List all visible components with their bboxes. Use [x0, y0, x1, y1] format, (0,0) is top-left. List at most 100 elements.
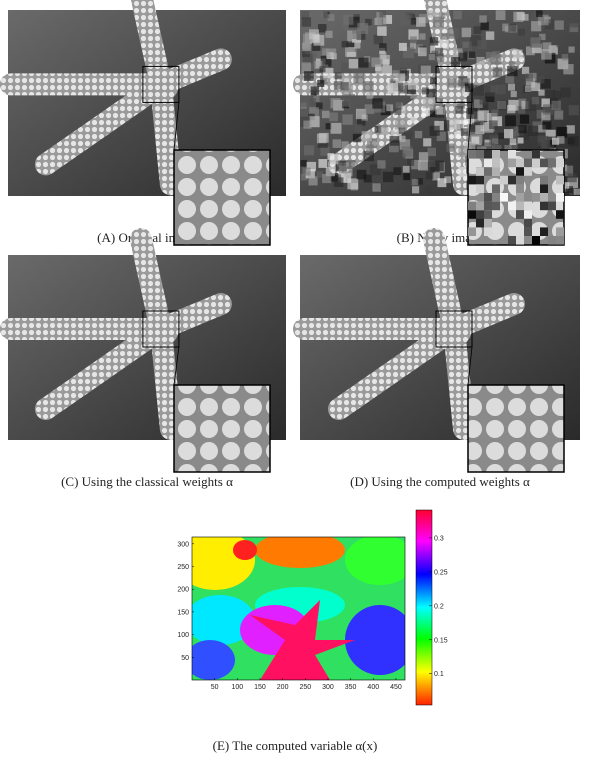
noise [484, 218, 492, 228]
x-tick-label: 250 [299, 684, 311, 691]
noise [556, 38, 566, 48]
noise [464, 142, 476, 154]
noise [551, 100, 561, 111]
noise [357, 23, 369, 34]
colorbar-tick-label: 0.3 [434, 535, 444, 542]
noise [560, 87, 571, 98]
noise [382, 65, 392, 75]
noise [460, 128, 469, 136]
noise [320, 11, 328, 19]
noise [483, 122, 494, 133]
noise [476, 56, 485, 66]
noise [554, 110, 564, 120]
noise [508, 201, 516, 211]
noise [492, 67, 503, 77]
noise [540, 193, 548, 202]
noise [567, 173, 577, 183]
noise [403, 47, 414, 58]
noise [556, 136, 565, 144]
noise [508, 23, 517, 32]
noise [557, 58, 569, 70]
noise [467, 71, 474, 79]
noise [474, 99, 483, 108]
noise [319, 66, 326, 73]
x-tick-label: 450 [390, 684, 402, 691]
colorbar-tick-label: 0.2 [434, 603, 444, 610]
noise [431, 50, 439, 58]
noise [476, 184, 484, 193]
noise [398, 127, 406, 135]
noise [399, 68, 408, 76]
noise [540, 201, 548, 211]
noise [507, 65, 518, 77]
noise [517, 137, 524, 144]
noise [410, 36, 417, 44]
noise [496, 84, 506, 95]
noise [381, 127, 389, 135]
noise [542, 42, 552, 52]
noise [438, 12, 446, 19]
noise [532, 43, 542, 54]
noise [518, 125, 527, 134]
noise [302, 33, 312, 43]
noise [508, 175, 516, 185]
noise [547, 144, 554, 152]
noise [308, 98, 317, 106]
noise [377, 26, 387, 36]
noise [513, 49, 523, 59]
noise [386, 104, 394, 112]
noise [302, 167, 311, 176]
noise [466, 107, 478, 119]
noise [308, 176, 318, 186]
noise [377, 16, 387, 26]
noise [314, 60, 323, 70]
noise [461, 88, 470, 96]
noise [364, 104, 375, 114]
noise [425, 187, 433, 194]
noise [453, 10, 462, 20]
noise [316, 133, 327, 144]
noise [406, 85, 416, 95]
noise [389, 135, 400, 146]
noise [498, 132, 505, 140]
noise [355, 108, 367, 120]
noise [554, 20, 564, 30]
noise [309, 29, 320, 40]
noise [303, 120, 312, 129]
noise [556, 193, 564, 202]
noise [420, 65, 431, 76]
noise [485, 92, 495, 103]
noise [450, 57, 461, 67]
noise [472, 84, 484, 96]
noise [417, 160, 428, 171]
noise [551, 137, 560, 145]
noise [556, 175, 564, 185]
noise [468, 201, 476, 211]
noise [537, 14, 549, 26]
noise [419, 33, 426, 40]
zoom-box [435, 310, 473, 348]
noise [333, 81, 343, 90]
noise [391, 129, 402, 141]
colorbar-tick-label: 0.1 [434, 671, 444, 678]
noise [540, 158, 548, 168]
noise [492, 167, 500, 176]
noise [421, 108, 430, 117]
noise [449, 118, 460, 130]
noise [516, 236, 524, 245]
noise [309, 107, 319, 117]
noise [561, 54, 569, 61]
noise [516, 201, 524, 211]
noise [436, 131, 446, 142]
noise [492, 201, 500, 211]
noise [346, 160, 356, 169]
noise [487, 112, 498, 123]
noise [375, 66, 383, 75]
alpha-map [192, 537, 405, 680]
noise [468, 51, 476, 58]
noise [302, 42, 311, 52]
noise [458, 52, 467, 62]
noise [541, 112, 551, 122]
noise [343, 14, 354, 25]
noise [392, 70, 401, 79]
